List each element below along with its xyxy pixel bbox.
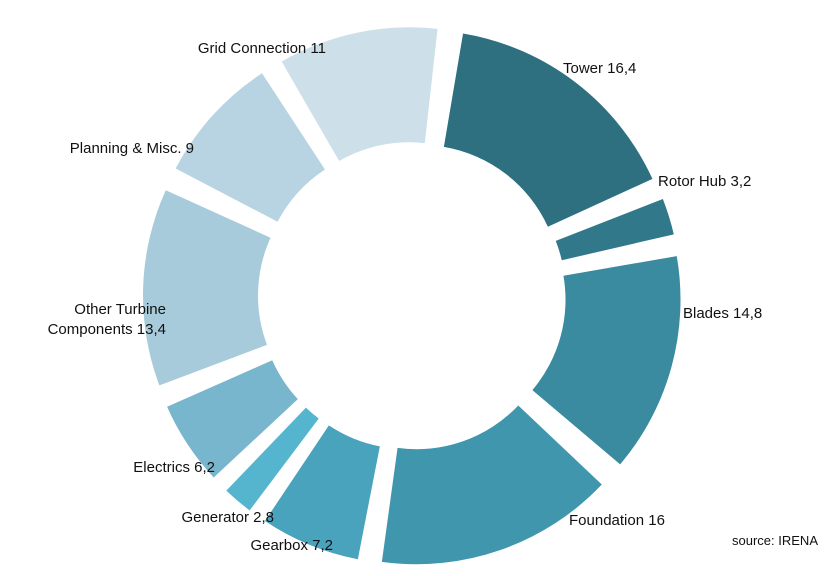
slice-label: Blades 14,8 [683,305,762,322]
slice-foundation [382,405,602,564]
slice-shape [143,190,271,385]
slice-label: Grid Connection 11 [198,40,326,57]
slice-blades [532,256,680,464]
slice-label: Electrics 6,2 [133,459,215,476]
slice-shape [532,256,680,464]
slice-label-line: Other Turbine [74,301,166,318]
slice-shape [382,405,602,564]
slice-label: Planning & Misc. 9 [70,140,194,157]
slice-label: Gearbox 7,2 [250,537,333,554]
slice-other-turbine-components [143,190,271,385]
slice-label: Generator 2,8 [181,509,274,526]
source-note: source: IRENA [732,533,818,548]
slice-label-line: Components 13,4 [48,321,166,338]
slice-label: Rotor Hub 3,2 [658,173,751,190]
slice-label: Foundation 16 [569,512,665,529]
slice-label: Tower 16,4 [563,60,636,77]
